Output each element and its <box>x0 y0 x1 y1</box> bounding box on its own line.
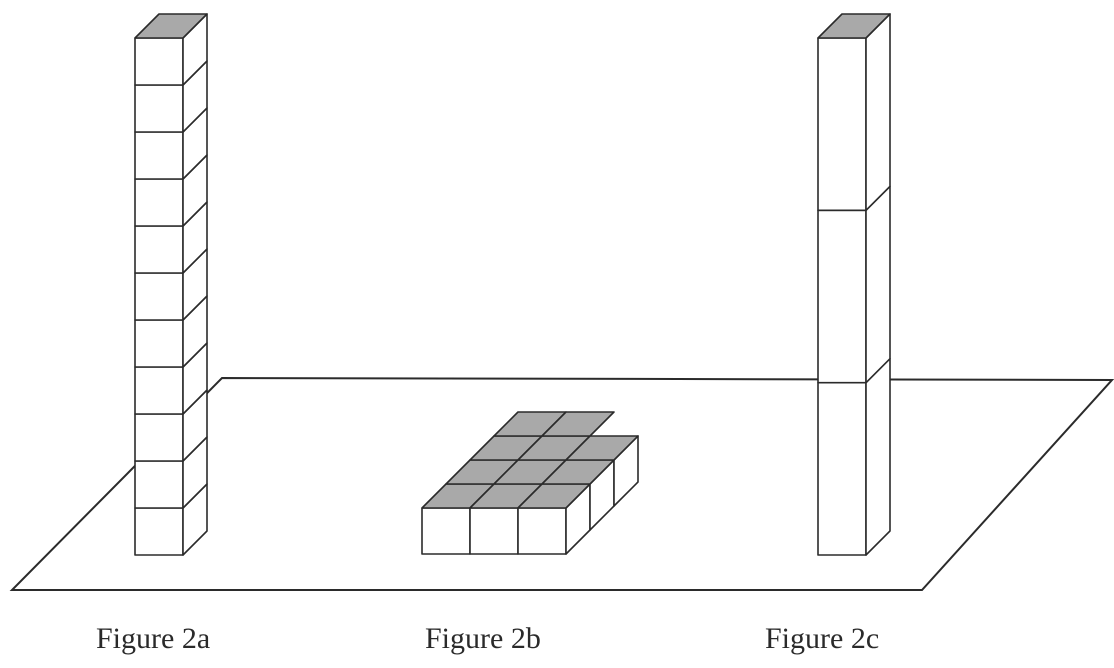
cube-front-face <box>134 507 184 556</box>
cube-front-face <box>134 225 184 274</box>
cube-front-face <box>421 507 471 555</box>
cube-top-face <box>541 411 615 437</box>
cube-front-face <box>134 366 184 415</box>
cube-front-face <box>469 507 519 555</box>
cube-front-face <box>134 460 184 509</box>
cube-front-face <box>134 37 184 86</box>
block-side-face <box>865 185 891 384</box>
cube-front-face <box>134 84 184 133</box>
cube-front-face <box>134 272 184 321</box>
figure-2b-block <box>421 411 639 555</box>
column-top-face <box>817 13 891 39</box>
block-front-face <box>817 209 867 384</box>
caption-figure-2a: Figure 2a <box>96 622 211 655</box>
figure-2c-column <box>817 13 891 556</box>
cube-top-face <box>565 435 639 461</box>
cube-front-face <box>517 507 567 555</box>
caption-figure-2b: Figure 2b <box>425 622 541 655</box>
stack-top-face <box>134 13 208 39</box>
block-front-face <box>817 381 867 556</box>
block-side-face <box>865 13 891 212</box>
cube-front-face <box>134 178 184 227</box>
block-front-face <box>817 37 867 212</box>
cube-front-face <box>134 319 184 368</box>
cube-front-face <box>134 413 184 462</box>
figure-2a-stack <box>134 13 208 556</box>
block-side-face <box>865 357 891 556</box>
cube-front-face <box>134 131 184 180</box>
caption-figure-2c: Figure 2c <box>765 622 880 655</box>
